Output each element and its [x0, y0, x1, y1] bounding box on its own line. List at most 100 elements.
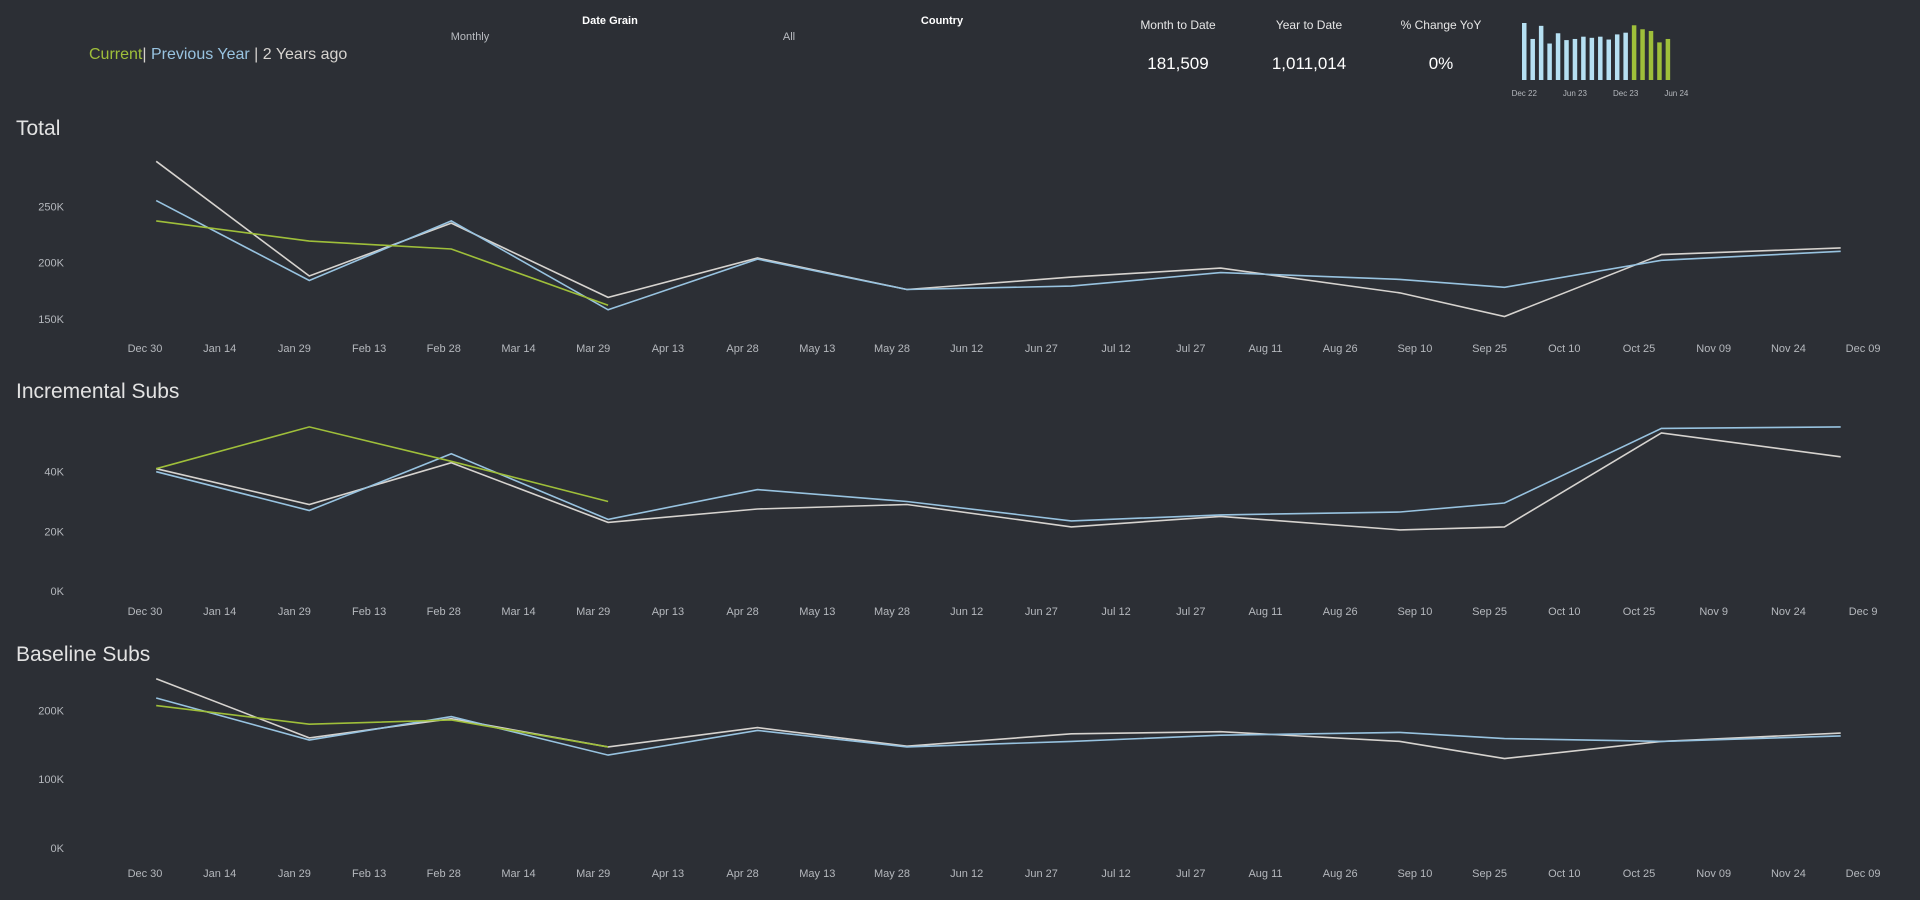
- x-tick-label: Jan 14: [203, 606, 236, 618]
- sparkline-bar[interactable]: [1648, 30, 1654, 80]
- y-tick-label: 100K: [38, 774, 64, 786]
- sparkline-bar[interactable]: [1631, 25, 1637, 80]
- x-tick-label: Jul 27: [1176, 606, 1205, 618]
- sparkline-bar-chart: Dec 22 Jun 23 Dec 23 Jun 24: [1512, 23, 1689, 98]
- y-tick-label: 250K: [38, 201, 64, 213]
- x-tick-label: Aug 11: [1248, 606, 1282, 618]
- x-tick-label: Oct 25: [1623, 868, 1655, 880]
- kpi-value: 181,509: [1147, 54, 1209, 73]
- sparkline-bar[interactable]: [1623, 32, 1628, 80]
- x-tick-label: Mar 29: [576, 868, 610, 880]
- country-label: Country: [920, 15, 964, 27]
- date-grain-filter[interactable]: Date Grain: [530, 15, 690, 27]
- total-chart: Total 250K 200K 150K Dec 30 Jan 14 Jan 29 Feb 1…: [16, 117, 1881, 355]
- x-tick-label: Jan 29: [278, 606, 311, 618]
- x-tick-label: Dec 30: [128, 606, 163, 618]
- x-tick-label: Mar 14: [501, 606, 535, 618]
- x-tick-label: Nov 09: [1696, 868, 1731, 880]
- x-tick-label: Apr 13: [652, 606, 684, 618]
- x-tick-label: Sep 25: [1472, 606, 1507, 618]
- x-tick-label: Jun 27: [1025, 868, 1058, 880]
- x-tick-label: Sep 25: [1472, 868, 1507, 880]
- x-tick-label: Mar 14: [501, 868, 535, 880]
- date-grain-value-wrap[interactable]: Monthly: [420, 31, 520, 43]
- x-tick-label: Aug 26: [1323, 343, 1358, 355]
- x-tick-label: Oct 25: [1623, 343, 1655, 355]
- x-tick-label: Feb 28: [427, 606, 461, 618]
- series-legend: Current| Previous Year | 2 Years ago: [89, 46, 347, 64]
- x-tick-label: Jan 29: [278, 868, 311, 880]
- x-tick-label: Nov 24: [1771, 868, 1806, 880]
- x-tick-label: Dec 09: [1846, 868, 1881, 880]
- country-value[interactable]: All: [782, 31, 796, 43]
- x-tick-label: Jul 27: [1176, 868, 1205, 880]
- sparkline-bar[interactable]: [1614, 34, 1620, 80]
- x-tick-label: Jun 27: [1025, 606, 1058, 618]
- series-line[interactable]: [156, 220, 609, 307]
- sparkline-bar[interactable]: [1640, 29, 1645, 80]
- x-tick-label: Jun 27: [1025, 343, 1058, 355]
- sparkline-bar[interactable]: [1589, 37, 1595, 80]
- x-tick-label: Apr 28: [726, 343, 758, 355]
- sparkline-bar[interactable]: [1581, 36, 1586, 80]
- sparkline-tick-label: Jun 23: [1563, 89, 1588, 98]
- series-line[interactable]: [155, 697, 1841, 756]
- sparkline-bar[interactable]: [1522, 23, 1527, 80]
- sparkline-tick-label: Jun 24: [1664, 89, 1689, 98]
- legend-current[interactable]: Current: [89, 46, 143, 63]
- kpi-year-to-date: Year to Date 1,011,014: [1234, 18, 1384, 74]
- x-tick-label: Feb 13: [352, 868, 386, 880]
- x-tick-label: Apr 28: [726, 606, 758, 618]
- series-line[interactable]: [155, 160, 1841, 318]
- series-line[interactable]: [156, 704, 609, 748]
- y-tick-label: 20K: [44, 526, 64, 538]
- legend-two-years-ago[interactable]: 2 Years ago: [262, 46, 348, 63]
- x-tick-label: Feb 28: [427, 868, 461, 880]
- series-line[interactable]: [156, 432, 1841, 531]
- x-tick-label: May 28: [874, 606, 910, 618]
- x-tick-label: Oct 10: [1548, 343, 1580, 355]
- x-tick-label: Aug 11: [1248, 343, 1282, 355]
- chart-title: Incremental Subs: [16, 380, 179, 403]
- series-line[interactable]: [155, 426, 609, 503]
- x-tick-label: Jun 12: [950, 868, 983, 880]
- x-tick-label: Jan 14: [203, 343, 236, 355]
- x-tick-label: Feb 13: [352, 343, 386, 355]
- sparkline-bar[interactable]: [1665, 38, 1671, 80]
- country-value-wrap[interactable]: All: [739, 31, 839, 43]
- series-line[interactable]: [155, 678, 1841, 760]
- x-tick-label: May 13: [799, 868, 835, 880]
- kpi-label: Year to Date: [1275, 18, 1343, 32]
- x-tick-label: Oct 10: [1548, 606, 1580, 618]
- sparkline-bar[interactable]: [1538, 25, 1544, 81]
- sparkline-bar[interactable]: [1606, 39, 1612, 80]
- baseline-subs-chart: Baseline Subs 200K 100K 0K Dec 30 Jan 14 Jan 2…: [16, 643, 1881, 880]
- sparkline-bar[interactable]: [1564, 40, 1569, 80]
- x-tick-label: Dec 09: [1846, 343, 1881, 355]
- series-line[interactable]: [155, 199, 1841, 311]
- legend-previous-year[interactable]: Previous Year: [150, 46, 250, 63]
- legend-separator: |: [254, 46, 259, 63]
- series-line[interactable]: [156, 426, 1841, 522]
- kpi-month-to-date: Month to Date 181,509: [1103, 18, 1253, 74]
- x-tick-label: Mar 29: [576, 606, 610, 618]
- x-tick-label: Jun 12: [950, 606, 983, 618]
- x-tick-label: Mar 14: [501, 343, 535, 355]
- sparkline-bar[interactable]: [1572, 38, 1578, 80]
- x-tick-label: Aug 26: [1323, 606, 1358, 618]
- country-filter[interactable]: Country: [862, 15, 1022, 27]
- y-tick-label: 200K: [38, 258, 64, 270]
- sparkline-bar[interactable]: [1547, 43, 1552, 80]
- date-grain-value[interactable]: Monthly: [450, 31, 490, 43]
- sparkline-bar[interactable]: [1598, 36, 1603, 80]
- x-tick-label: Jul 12: [1101, 606, 1130, 618]
- sparkline-tick-label: Dec 22: [1512, 89, 1538, 98]
- x-tick-label: Apr 13: [652, 868, 684, 880]
- x-tick-label: Jul 27: [1176, 343, 1205, 355]
- sparkline-bar[interactable]: [1555, 33, 1561, 80]
- sparkline-bar[interactable]: [1530, 38, 1535, 80]
- kpi-label: % Change YoY: [1400, 18, 1482, 32]
- x-tick-label: Oct 25: [1623, 606, 1655, 618]
- sparkline-bar[interactable]: [1657, 42, 1662, 80]
- x-tick-label: Nov 9: [1699, 606, 1728, 618]
